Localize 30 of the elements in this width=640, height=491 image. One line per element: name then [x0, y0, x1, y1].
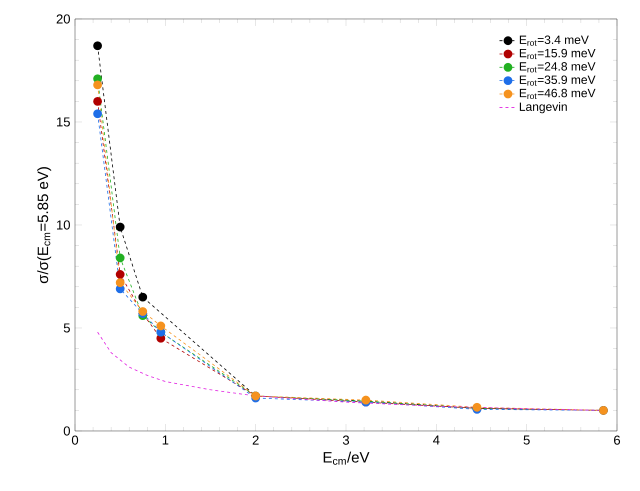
point	[116, 222, 125, 232]
x-tick-label: 6	[614, 436, 620, 445]
point	[116, 254, 125, 262]
y-tick-label: 0	[64, 426, 70, 436]
legend-label: E$_{rot}$=3.4 meV	[520, 36, 589, 46]
x-axis-title: E$_{cm}$/eV	[324, 452, 370, 465]
x-tick-label: 0	[72, 436, 78, 445]
point	[93, 80, 102, 90]
legend-label: Langevin	[520, 102, 567, 114]
x-tick-label: 3	[342, 436, 350, 445]
legend-label: E$_{rot}$=35.9 meV	[520, 75, 596, 86]
legend-label: E$_{rot}$=24.8 meV	[520, 62, 596, 72]
point	[138, 292, 148, 302]
point	[93, 109, 102, 118]
x-tick-label: 5	[524, 436, 530, 445]
point	[116, 278, 125, 288]
x-tick-label: 1	[162, 436, 168, 444]
y-tick-label: 5	[64, 323, 70, 333]
point	[156, 322, 166, 330]
legend-label: E$_{rot}$=46.8 meV	[520, 88, 596, 100]
legend-label: E$_{rot}$=15.9 meV	[520, 48, 596, 60]
point	[93, 41, 102, 50]
y-axis-title: σ/σ(E$_{cm}$=5.85 eV)	[37, 167, 52, 284]
y-tick-label: 10	[57, 220, 70, 230]
y-tick-label: 20	[56, 14, 70, 24]
y-tick-label: 15	[57, 117, 70, 127]
x-tick-label: 4	[433, 436, 440, 444]
point	[116, 270, 125, 279]
point	[93, 96, 102, 106]
x-tick-label: 2	[252, 436, 259, 445]
